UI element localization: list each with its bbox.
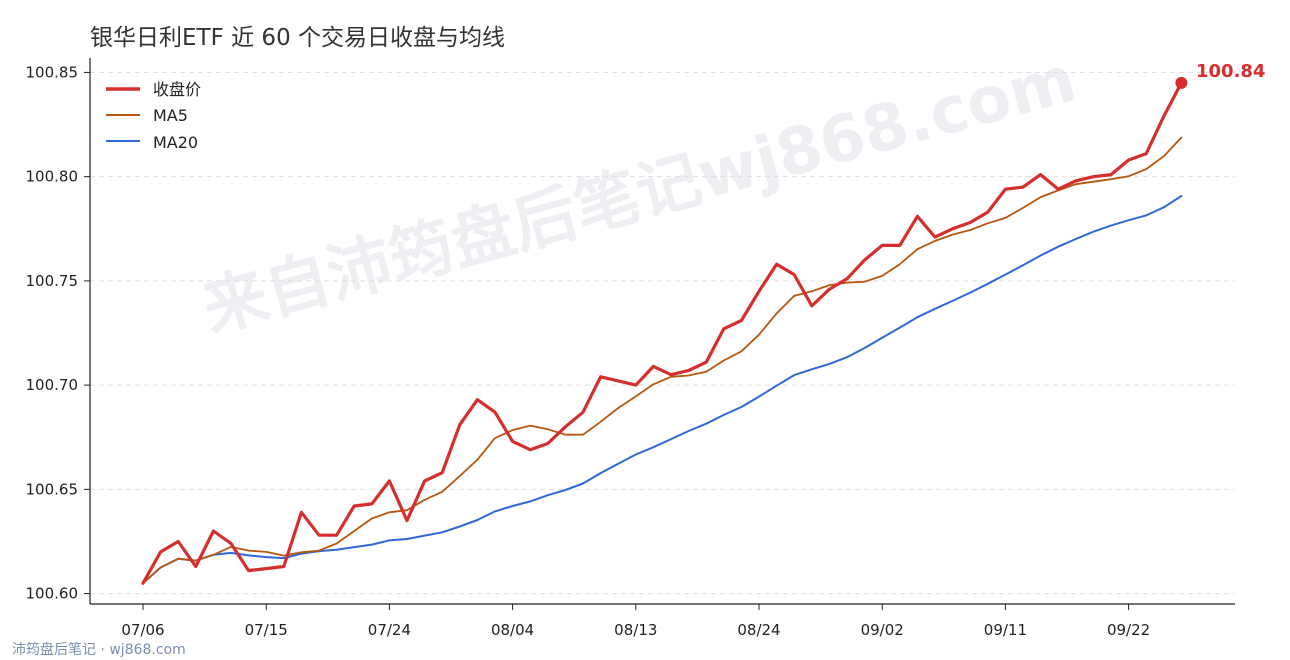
- x-tick-label-6: 09/02: [861, 621, 904, 639]
- legend-label-ma20: MA20: [153, 133, 198, 152]
- series-lines: [141, 81, 1184, 585]
- legend: 收盘价 MA5 MA20: [106, 80, 201, 152]
- axes: [89, 58, 1235, 605]
- y-tick-label-3: 100.75: [26, 272, 79, 290]
- footer-credit: 沛筠盘后笔记 · wj868.com: [12, 641, 186, 658]
- legend-label-ma5: MA5: [153, 106, 188, 125]
- x-tick-label-7: 09/11: [984, 621, 1027, 639]
- series-line-ma5: [142, 136, 1183, 585]
- chart-title: 银华日利ETF 近 60 个交易日收盘与均线: [90, 25, 505, 51]
- y-tick-label-5: 100.85: [26, 63, 79, 81]
- last-close-label: 100.84: [1196, 61, 1265, 82]
- x-tick-label-4: 08/13: [614, 621, 657, 639]
- x-tick-label-8: 09/22: [1107, 621, 1150, 639]
- x-axis-ticks: 07/06 07/15 07/24 08/04 08/13 08/24 09/02 09/11…: [121, 604, 1150, 639]
- series-line-close: [141, 81, 1184, 585]
- legend-label-close: 收盘价: [153, 80, 201, 99]
- y-tick-label-0: 100.60: [26, 585, 79, 603]
- x-tick-label-2: 07/24: [368, 621, 411, 639]
- y-tick-label-2: 100.70: [26, 376, 79, 394]
- x-tick-label-5: 08/24: [737, 621, 780, 639]
- y-tick-label-1: 100.65: [26, 480, 79, 498]
- x-tick-label-3: 08/04: [491, 621, 534, 639]
- y-axis-ticks: 100.60 100.65 100.70 100.75 100.80 100.85: [26, 63, 90, 603]
- x-tick-label-1: 07/15: [245, 621, 288, 639]
- y-tick-label-4: 100.80: [26, 168, 79, 186]
- x-tick-label-0: 07/06: [121, 621, 164, 639]
- last-close-marker: [1175, 76, 1188, 89]
